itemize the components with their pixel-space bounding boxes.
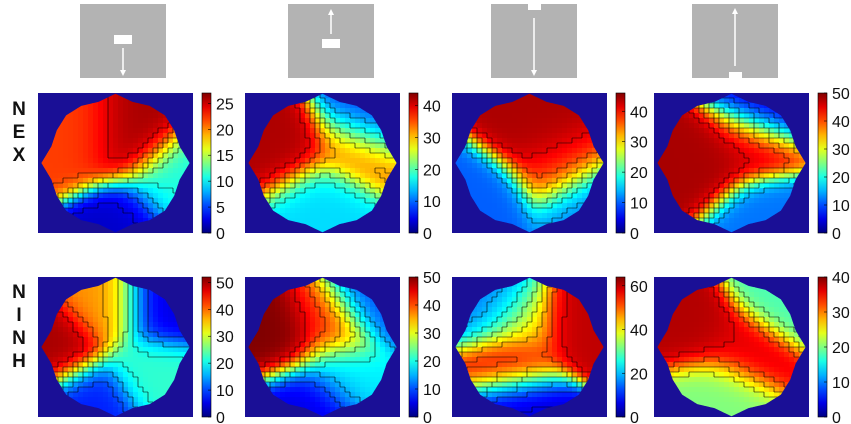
colorbar-tick-label: 10 <box>832 375 850 392</box>
colorbar-tick-label: 0 <box>216 226 225 243</box>
schematic-top-notch-arrow-down <box>491 4 577 78</box>
heatmap-panel-r2c4: 0 10 20 30 40 <box>654 270 850 424</box>
colorbar-tick-label: 30 <box>630 135 648 152</box>
schematic-center-rect-arrow-down <box>80 4 166 78</box>
arrowhead-icon <box>531 70 537 76</box>
colorbar-tick-label: 10 <box>216 383 234 400</box>
heatmap-panel-r2c1: 0 10 20 30 40 50 <box>38 275 234 424</box>
heatmap-panel-r2c2: 0 10 20 30 40 50 <box>245 270 441 424</box>
colorbar-tick-label: 10 <box>216 174 234 191</box>
colorbar <box>201 92 212 234</box>
colorbar <box>615 276 626 418</box>
colorbar-tick-label: 0 <box>423 226 432 243</box>
colorbar-tick-label: 30 <box>216 329 234 346</box>
colorbar-tick-label: 40 <box>423 298 441 315</box>
colorbar-tick-label: 20 <box>216 122 234 139</box>
colorbar-tick-label: 20 <box>423 354 441 371</box>
colorbar-tick-label: 40 <box>630 323 648 340</box>
heatmap-panel-r1c1: 0 5 10 15 20 25 <box>38 92 234 243</box>
colorbar-tick-label: 5 <box>216 200 225 217</box>
colorbar-tick-label: 20 <box>630 165 648 182</box>
colorbar-tick-label: 0 <box>216 410 225 424</box>
colorbar-tick-label: 50 <box>216 275 234 292</box>
arrowhead-icon <box>732 8 738 14</box>
colorbar-tick-label: 10 <box>832 198 850 215</box>
colorbar-tick-label: 10 <box>423 382 441 399</box>
heatmap-panel-r1c3: 0 10 20 30 40 <box>452 92 648 243</box>
colorbar-tick-label: 0 <box>423 410 432 424</box>
heatmap-panel-r1c2: 0 10 20 30 40 <box>245 92 441 243</box>
colorbar-tick-label: 30 <box>832 142 850 159</box>
colorbar <box>201 276 212 418</box>
colorbar-tick-label: 40 <box>832 114 850 131</box>
colorbar-tick-label: 0 <box>832 226 841 243</box>
colorbar-tick-label: 20 <box>832 340 850 357</box>
colorbar <box>615 92 626 234</box>
colorbar-tick-label: 0 <box>630 226 639 243</box>
colorbar-tick-label: 10 <box>630 196 648 213</box>
colorbar-tick-label: 0 <box>630 410 639 424</box>
heatmap-panel-r2c3: 0 20 40 60 <box>452 276 648 424</box>
colorbar-tick-label: 50 <box>423 270 441 287</box>
colorbar-tick-label: 30 <box>423 326 441 343</box>
colorbar-tick-label: 20 <box>423 162 441 179</box>
arrowhead-icon <box>120 70 126 76</box>
colorbar-tick-label: 10 <box>423 194 441 211</box>
colorbar <box>817 92 828 234</box>
colorbar-tick-label: 0 <box>832 410 841 424</box>
colorbar-tick-label: 30 <box>832 305 850 322</box>
colorbar-tick-label: 15 <box>216 148 234 165</box>
colorbar-tick-label: 40 <box>423 99 441 116</box>
colorbar-tick-label: 20 <box>630 366 648 383</box>
schematic-target <box>322 39 340 48</box>
colorbar-tick-label: 20 <box>216 356 234 373</box>
colorbar <box>408 276 419 418</box>
colorbar-tick-label: 25 <box>216 96 234 113</box>
heatmap-panel-r1c4: 0 10 20 30 40 50 <box>654 86 850 243</box>
colorbar-tick-label: 40 <box>630 104 648 121</box>
schematic-bottom-notch-arrow-up <box>692 4 778 78</box>
colorbar-tick-label: 50 <box>832 86 850 103</box>
colorbar-tick-label: 30 <box>423 131 441 148</box>
schematic-center-rect-arrow-up <box>288 4 374 78</box>
colorbar-tick-label: 20 <box>832 170 850 187</box>
colorbar-tick-label: 40 <box>832 270 850 287</box>
heatmap-field <box>455 277 604 417</box>
colorbar <box>408 92 419 234</box>
colorbar-tick-label: 60 <box>630 279 648 296</box>
arrowhead-icon <box>328 9 334 15</box>
schematic-target <box>114 35 132 44</box>
colorbar-tick-label: 40 <box>216 302 234 319</box>
